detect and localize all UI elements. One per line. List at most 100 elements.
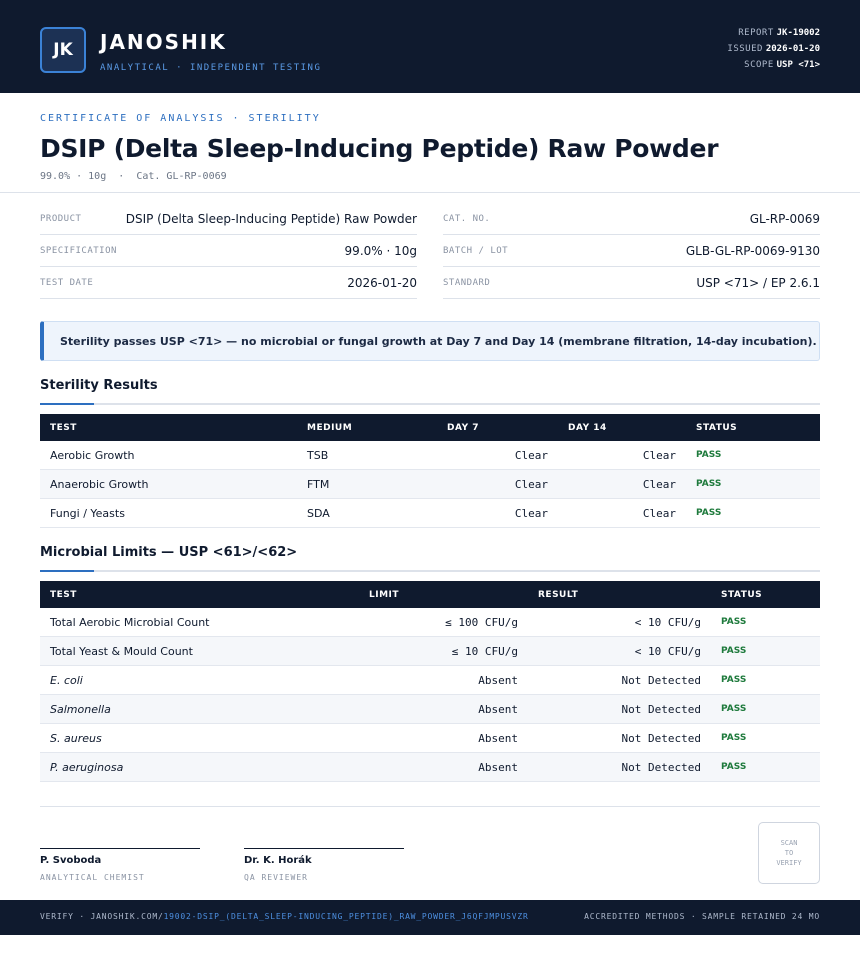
cell: Clear bbox=[642, 448, 676, 462]
status: PASS bbox=[721, 675, 747, 685]
table-header: TEST LIMIT RESULT STATUS bbox=[40, 581, 820, 608]
cell: P. aeruginosa bbox=[50, 760, 124, 774]
detail-label: CAT. NO. bbox=[443, 213, 491, 224]
cell: Absent bbox=[478, 702, 518, 716]
detail-row: STANDARD USP <71> / EP 2.6.1 bbox=[443, 267, 820, 299]
section-rule bbox=[40, 403, 820, 405]
cell: ≤ 10 CFU/g bbox=[451, 644, 518, 658]
cell: Anaerobic Growth bbox=[50, 477, 149, 491]
signer-name: P. Svoboda bbox=[40, 855, 102, 866]
divider bbox=[0, 192, 860, 193]
status: PASS bbox=[721, 733, 747, 743]
cell: Aerobic Growth bbox=[50, 448, 135, 462]
detail-value: 2026-01-20 bbox=[347, 275, 417, 290]
cell: Clear bbox=[642, 506, 676, 520]
cell: Not Detected bbox=[621, 702, 701, 716]
header: JK JANOSHIK ANALYTICAL · INDEPENDENT TES… bbox=[0, 0, 860, 93]
status: PASS bbox=[721, 617, 747, 627]
qr-placeholder: SCAN TO VERIFY bbox=[758, 822, 820, 884]
detail-row: TEST DATE 2026-01-20 bbox=[40, 267, 417, 299]
cell: SDA bbox=[307, 506, 330, 520]
column-header: TEST bbox=[50, 589, 77, 600]
verify-line: VERIFY · JANOSHIK.COM/19002-DSIP_(DELTA_… bbox=[40, 912, 529, 921]
brand: JANOSHIK bbox=[100, 30, 227, 54]
meta-value: JK-19002 bbox=[776, 28, 820, 38]
cell: Clear bbox=[514, 506, 548, 520]
verify-prefix: VERIFY · JANOSHIK.COM/ bbox=[40, 912, 164, 921]
detail-label: BATCH / LOT bbox=[443, 245, 509, 256]
meta-label: REPORT bbox=[738, 28, 774, 38]
microbial-table: TEST LIMIT RESULT STATUS Total Aerobic Micro… bbox=[40, 581, 820, 782]
status: PASS bbox=[696, 479, 722, 489]
cell: Absent bbox=[478, 760, 518, 774]
section-title: Microbial Limits — USP <61>/<62> bbox=[40, 545, 298, 560]
signature-line bbox=[244, 848, 404, 849]
column-header: MEDIUM bbox=[307, 422, 353, 433]
cell: Total Aerobic Microbial Count bbox=[50, 615, 210, 629]
verify-link[interactable]: 19002-DSIP_(DELTA_SLEEP-INDUCING_PEPTIDE… bbox=[163, 912, 529, 921]
detail-value: USP <71> / EP 2.6.1 bbox=[696, 275, 820, 290]
status: PASS bbox=[696, 450, 722, 460]
kicker: CERTIFICATE OF ANALYSIS · STERILITY bbox=[40, 113, 321, 124]
table-row: P. aeruginosa Absent Not Detected PASS bbox=[40, 753, 820, 782]
detail-value: DSIP (Delta Sleep-Inducing Peptide) Raw … bbox=[125, 211, 417, 226]
cell: Clear bbox=[642, 477, 676, 491]
cell: ≤ 100 CFU/g bbox=[445, 615, 518, 629]
detail-label: SPECIFICATION bbox=[40, 245, 117, 256]
table-header: TEST MEDIUM DAY 7 DAY 14 STATUS bbox=[40, 414, 820, 441]
detail-label: PRODUCT bbox=[40, 213, 82, 224]
signer-name: Dr. K. Horák bbox=[244, 855, 312, 866]
meta-row: REPORT JK-19002 bbox=[738, 28, 820, 38]
table-row: S. aureus Absent Not Detected PASS bbox=[40, 724, 820, 753]
cell: < 10 CFU/g bbox=[634, 615, 701, 629]
column-header: STATUS bbox=[721, 589, 763, 600]
meta-row: SCOPE USP <71> bbox=[744, 60, 820, 70]
detail-row: PRODUCT DSIP (Delta Sleep-Inducing Peptid… bbox=[40, 203, 417, 235]
table-row: Total Aerobic Microbial Count ≤ 100 CFU/g… bbox=[40, 608, 820, 637]
detail-row: CAT. NO. GL-RP-0069 bbox=[443, 203, 820, 235]
section-title: Sterility Results bbox=[40, 378, 158, 393]
table-row: Fungi / Yeasts SDA Clear Clear PASS bbox=[40, 499, 820, 528]
detail-value: GLB-GL-RP-0069-9130 bbox=[685, 243, 820, 258]
meta-value: USP <71> bbox=[776, 60, 820, 70]
cell: Clear bbox=[514, 448, 548, 462]
table-row: Aerobic Growth TSB Clear Clear PASS bbox=[40, 441, 820, 470]
table-row: E. coli Absent Not Detected PASS bbox=[40, 666, 820, 695]
section-rule bbox=[40, 570, 820, 572]
cell: TSB bbox=[307, 448, 329, 462]
signature-line bbox=[40, 848, 200, 849]
table-row: Salmonella Absent Not Detected PASS bbox=[40, 695, 820, 724]
logo: JK bbox=[40, 27, 86, 73]
detail-label: STANDARD bbox=[443, 277, 491, 288]
table-row: Total Yeast & Mould Count ≤ 10 CFU/g < 10 … bbox=[40, 637, 820, 666]
sterility-table: TEST MEDIUM DAY 7 DAY 14 STATUS Aerobic Growt… bbox=[40, 414, 820, 528]
detail-value: 99.0% · 10g bbox=[344, 243, 417, 258]
tagline: ANALYTICAL · INDEPENDENT TESTING bbox=[100, 63, 322, 73]
subtitle: 99.0% · 10g · Cat. GL-RP-0069 bbox=[40, 171, 227, 182]
status: PASS bbox=[721, 646, 747, 656]
column-header: LIMIT bbox=[369, 589, 400, 600]
column-header: RESULT bbox=[538, 589, 579, 600]
footer: VERIFY · JANOSHIK.COM/19002-DSIP_(DELTA_… bbox=[0, 900, 860, 935]
meta-row: ISSUED 2026-01-20 bbox=[727, 44, 820, 54]
cell: S. aureus bbox=[50, 731, 102, 745]
signer-role: ANALYTICAL CHEMIST bbox=[40, 873, 145, 882]
column-header: DAY 7 bbox=[447, 422, 479, 433]
status: PASS bbox=[721, 704, 747, 714]
cell: E. coli bbox=[50, 673, 83, 687]
footer-note: ACCREDITED METHODS · SAMPLE RETAINED 24 … bbox=[584, 912, 820, 921]
column-header: DAY 14 bbox=[568, 422, 607, 433]
column-header: STATUS bbox=[696, 422, 738, 433]
meta-value: 2026-01-20 bbox=[765, 44, 820, 54]
cell: Salmonella bbox=[50, 702, 111, 716]
cell: Not Detected bbox=[621, 760, 701, 774]
cell: Not Detected bbox=[621, 731, 701, 745]
cell: Absent bbox=[478, 731, 518, 745]
table-row: Anaerobic Growth FTM Clear Clear PASS bbox=[40, 470, 820, 499]
detail-row: SPECIFICATION 99.0% · 10g bbox=[40, 235, 417, 267]
divider bbox=[40, 806, 820, 807]
cell: Absent bbox=[478, 673, 518, 687]
detail-value: GL-RP-0069 bbox=[749, 211, 820, 226]
cell: Clear bbox=[514, 477, 548, 491]
